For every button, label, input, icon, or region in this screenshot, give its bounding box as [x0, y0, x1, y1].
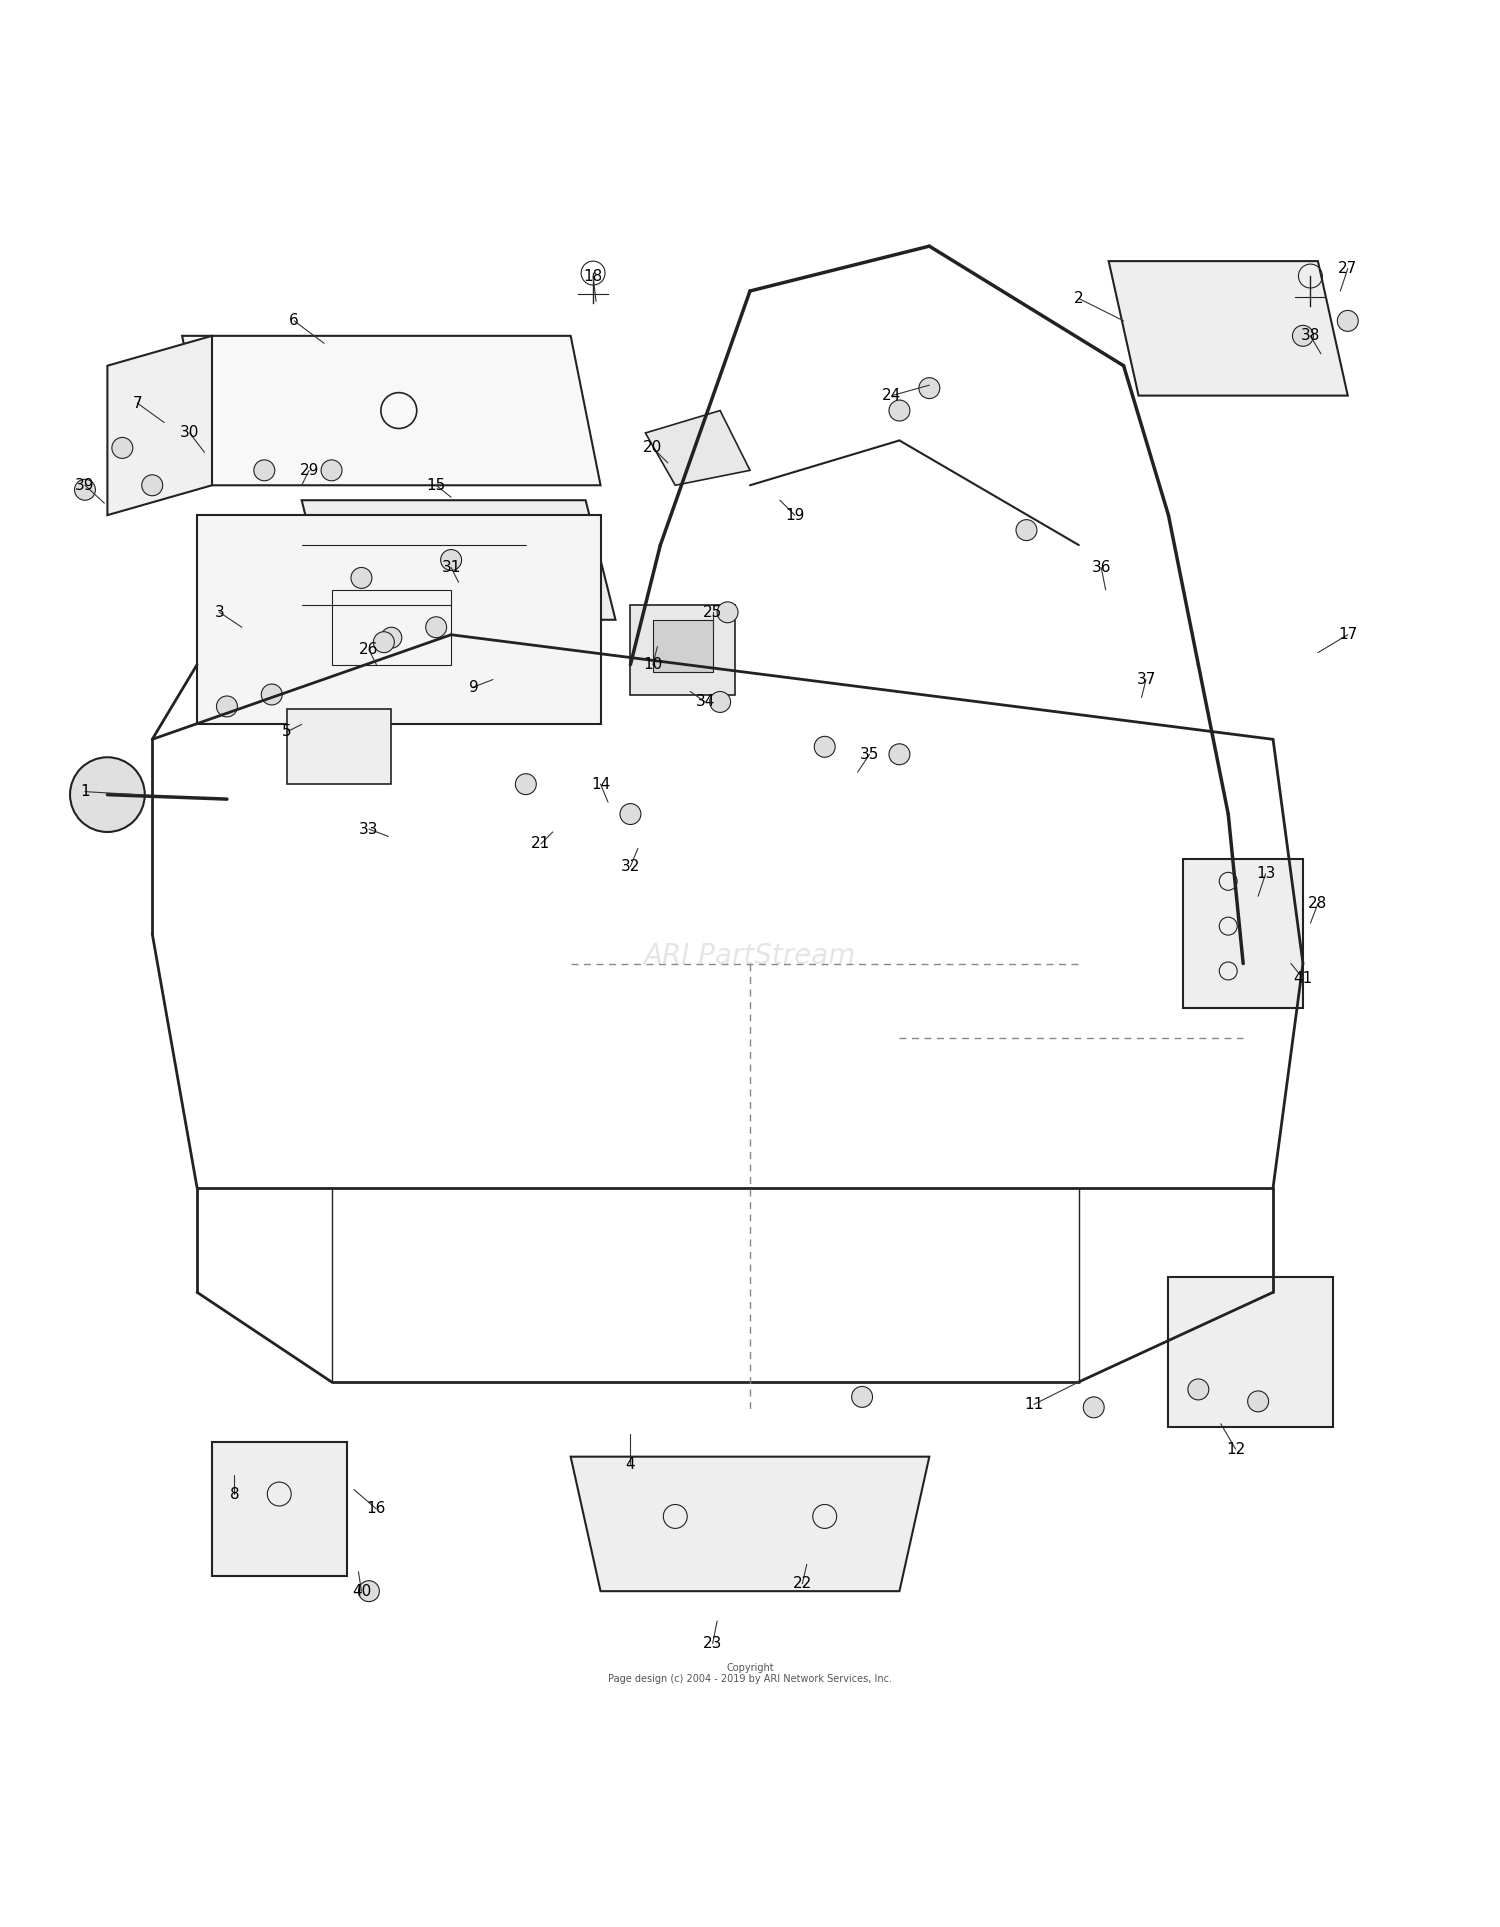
Text: 15: 15 [426, 478, 445, 493]
Circle shape [1248, 1391, 1269, 1412]
Bar [332, 590, 452, 665]
Text: 17: 17 [1338, 626, 1358, 642]
Circle shape [710, 692, 730, 713]
Circle shape [75, 480, 96, 501]
Text: 41: 41 [1293, 971, 1312, 987]
Polygon shape [108, 335, 211, 515]
Polygon shape [1108, 262, 1348, 395]
Circle shape [254, 461, 274, 482]
Circle shape [920, 378, 940, 399]
Text: 19: 19 [784, 507, 804, 522]
Polygon shape [1184, 859, 1304, 1008]
Circle shape [261, 684, 282, 705]
Text: 20: 20 [644, 441, 663, 455]
Text: 11: 11 [1024, 1397, 1044, 1412]
Text: 14: 14 [591, 777, 610, 792]
Text: Copyright
Page design (c) 2004 - 2019 by ARI Network Services, Inc.: Copyright Page design (c) 2004 - 2019 by… [608, 1663, 892, 1684]
Bar [652, 620, 712, 673]
Circle shape [351, 567, 372, 588]
Bar [1168, 1278, 1334, 1426]
Circle shape [516, 775, 537, 794]
Circle shape [381, 628, 402, 647]
Text: 4: 4 [626, 1457, 636, 1472]
Text: 3: 3 [214, 605, 225, 620]
Text: 28: 28 [1308, 896, 1328, 911]
Polygon shape [182, 335, 600, 486]
Text: 31: 31 [441, 561, 460, 574]
Bar [630, 605, 735, 694]
Circle shape [358, 1580, 380, 1601]
Polygon shape [211, 1441, 346, 1576]
Polygon shape [570, 1457, 930, 1592]
Text: 16: 16 [366, 1501, 386, 1517]
Circle shape [441, 549, 462, 570]
Circle shape [852, 1386, 873, 1407]
Circle shape [620, 804, 640, 825]
Text: 7: 7 [132, 395, 142, 410]
Circle shape [1293, 326, 1314, 347]
Text: 18: 18 [584, 268, 603, 283]
Text: 13: 13 [1256, 867, 1275, 881]
Circle shape [890, 401, 910, 420]
Circle shape [374, 632, 394, 653]
Text: 21: 21 [531, 836, 550, 852]
Text: 8: 8 [230, 1486, 238, 1501]
Polygon shape [286, 709, 392, 784]
Text: 24: 24 [882, 387, 902, 403]
Circle shape [717, 601, 738, 622]
Text: 39: 39 [75, 478, 94, 493]
Text: 29: 29 [300, 462, 320, 478]
Text: 36: 36 [1092, 561, 1112, 574]
Text: ARI PartStream: ARI PartStream [644, 942, 856, 969]
Circle shape [1016, 520, 1036, 541]
Text: 23: 23 [704, 1636, 723, 1651]
Text: 25: 25 [704, 605, 723, 620]
Text: 27: 27 [1338, 260, 1358, 276]
Text: 38: 38 [1300, 328, 1320, 343]
Text: 1: 1 [80, 784, 90, 800]
Circle shape [142, 474, 162, 495]
Circle shape [1338, 310, 1358, 331]
Polygon shape [302, 501, 615, 620]
Text: 33: 33 [358, 821, 378, 836]
Text: 6: 6 [290, 314, 298, 328]
Circle shape [815, 736, 836, 757]
Text: 26: 26 [358, 642, 378, 657]
Text: 35: 35 [859, 748, 879, 761]
Text: 10: 10 [644, 657, 663, 673]
Text: 5: 5 [282, 725, 291, 740]
Text: 34: 34 [696, 694, 715, 709]
Polygon shape [645, 410, 750, 486]
Circle shape [1188, 1380, 1209, 1399]
Text: 22: 22 [792, 1576, 812, 1592]
Text: 9: 9 [468, 680, 478, 694]
Text: 30: 30 [180, 426, 200, 441]
Text: 2: 2 [1074, 291, 1083, 306]
Circle shape [70, 757, 144, 832]
Circle shape [216, 696, 237, 717]
Circle shape [321, 461, 342, 482]
Circle shape [426, 617, 447, 638]
Text: 32: 32 [621, 859, 640, 873]
Circle shape [890, 744, 910, 765]
Text: 40: 40 [352, 1584, 370, 1599]
Text: 12: 12 [1226, 1441, 1245, 1457]
Polygon shape [196, 515, 600, 725]
Circle shape [112, 437, 134, 459]
Text: 37: 37 [1137, 673, 1155, 688]
Circle shape [1083, 1397, 1104, 1418]
